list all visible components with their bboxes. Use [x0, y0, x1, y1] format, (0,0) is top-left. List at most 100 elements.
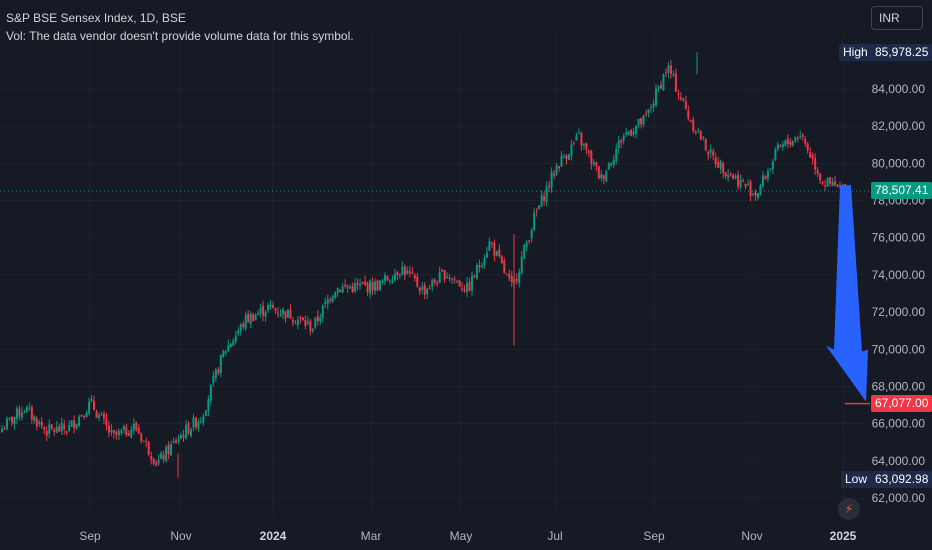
candle-body [314, 317, 317, 328]
candle-body [369, 280, 372, 294]
candle-body [836, 184, 839, 187]
candle-body [659, 85, 662, 89]
candle-body [356, 282, 359, 285]
candle-body [480, 265, 483, 268]
candle-body [162, 454, 165, 460]
candle-body [771, 161, 774, 170]
candle-body [428, 287, 431, 289]
candle-body [794, 137, 797, 141]
candle-body [495, 251, 498, 256]
high-label: High [839, 44, 872, 61]
candle-body [677, 93, 680, 95]
price-axis[interactable]: 62,000.00 64,000.00 66,000.00 68,000.00 70,0… [872, 82, 926, 505]
candle-body [416, 276, 419, 287]
candle-body [272, 305, 275, 308]
candle-body [438, 272, 441, 284]
candle-body [127, 433, 130, 436]
candle-body [470, 275, 473, 291]
candle-body [699, 130, 702, 140]
target-price-badge[interactable]: 67,077.00 [871, 395, 932, 412]
candle-body [814, 157, 817, 170]
candle-body [13, 416, 16, 425]
projection-arrow[interactable] [826, 185, 868, 402]
candle-body [540, 195, 543, 207]
candle-body [18, 408, 21, 417]
candle-body [764, 176, 767, 180]
candle-body [224, 351, 227, 353]
candle-body [766, 170, 769, 179]
chart-grid [0, 30, 868, 518]
candle-body [132, 423, 135, 431]
candle-body [398, 274, 401, 276]
price-tick-label: 76,000.00 [872, 231, 926, 245]
candle-body [448, 277, 451, 279]
price-tick-label: 64,000.00 [872, 454, 926, 468]
candle-body [558, 166, 561, 169]
candle-body [93, 400, 96, 411]
candle-body [222, 350, 225, 358]
candle-body [393, 273, 396, 281]
candle-body [3, 428, 6, 430]
candle-body [376, 280, 379, 291]
candle-body [456, 281, 459, 283]
candle-body [110, 429, 113, 433]
candle-body [687, 110, 690, 119]
currency-button[interactable]: INR [871, 6, 923, 30]
flash-icon[interactable]: ⚡ [838, 498, 860, 520]
time-tick-label: Nov [170, 529, 191, 543]
candle-body [799, 136, 802, 138]
candle-body [386, 276, 389, 281]
candle-body [381, 280, 384, 283]
candle-body [570, 144, 573, 156]
time-axis[interactable]: Sep Nov 2024 Mar May Jul Sep Nov 2025 [79, 529, 856, 543]
price-tick-label: 62,000.00 [872, 491, 926, 505]
candle-body [199, 420, 202, 422]
candle-body [346, 285, 349, 288]
candle-body [359, 283, 362, 286]
candle-body [493, 242, 496, 256]
candle-body [617, 140, 620, 148]
candle-body [324, 301, 327, 304]
candle-body [759, 185, 762, 195]
candle-body [165, 446, 168, 461]
candle-body [112, 430, 115, 433]
candle-body [572, 142, 575, 144]
candle-body [635, 126, 638, 134]
candle-body [192, 417, 195, 428]
candle-body [244, 315, 247, 329]
candle-body [786, 138, 789, 144]
candle-body [339, 289, 342, 292]
candle-body [824, 185, 827, 187]
low-label: Low [841, 471, 872, 488]
candle-body [88, 401, 91, 414]
candle-body [177, 439, 180, 442]
candle-body [585, 143, 588, 150]
candle-body [620, 140, 623, 143]
last-price-badge[interactable]: 78,507.41 [871, 182, 932, 199]
candle-body [40, 422, 43, 427]
candle-body [503, 261, 506, 273]
candle-body [732, 174, 735, 179]
candle-body [65, 431, 68, 433]
candle-body [650, 107, 653, 109]
price-tick-label: 68,000.00 [872, 379, 926, 393]
candle-body [528, 240, 531, 242]
candle-body [737, 174, 740, 187]
candle-body [525, 242, 528, 248]
candle-body [117, 430, 120, 436]
candle-body [632, 131, 635, 135]
candle-body [185, 425, 188, 438]
symbol-title[interactable]: S&P BSE Sensex Index, 1D, BSE [6, 11, 186, 25]
candle-body [717, 162, 720, 168]
candle-body [607, 163, 610, 170]
candle-body [431, 280, 434, 287]
candle-body [684, 101, 687, 109]
candle-body [637, 118, 640, 126]
candle-body [734, 176, 737, 179]
candle-body [742, 180, 745, 182]
candle-body [145, 440, 148, 442]
candle-body [453, 279, 456, 281]
candle-body [816, 170, 819, 174]
candle-body [10, 416, 13, 423]
